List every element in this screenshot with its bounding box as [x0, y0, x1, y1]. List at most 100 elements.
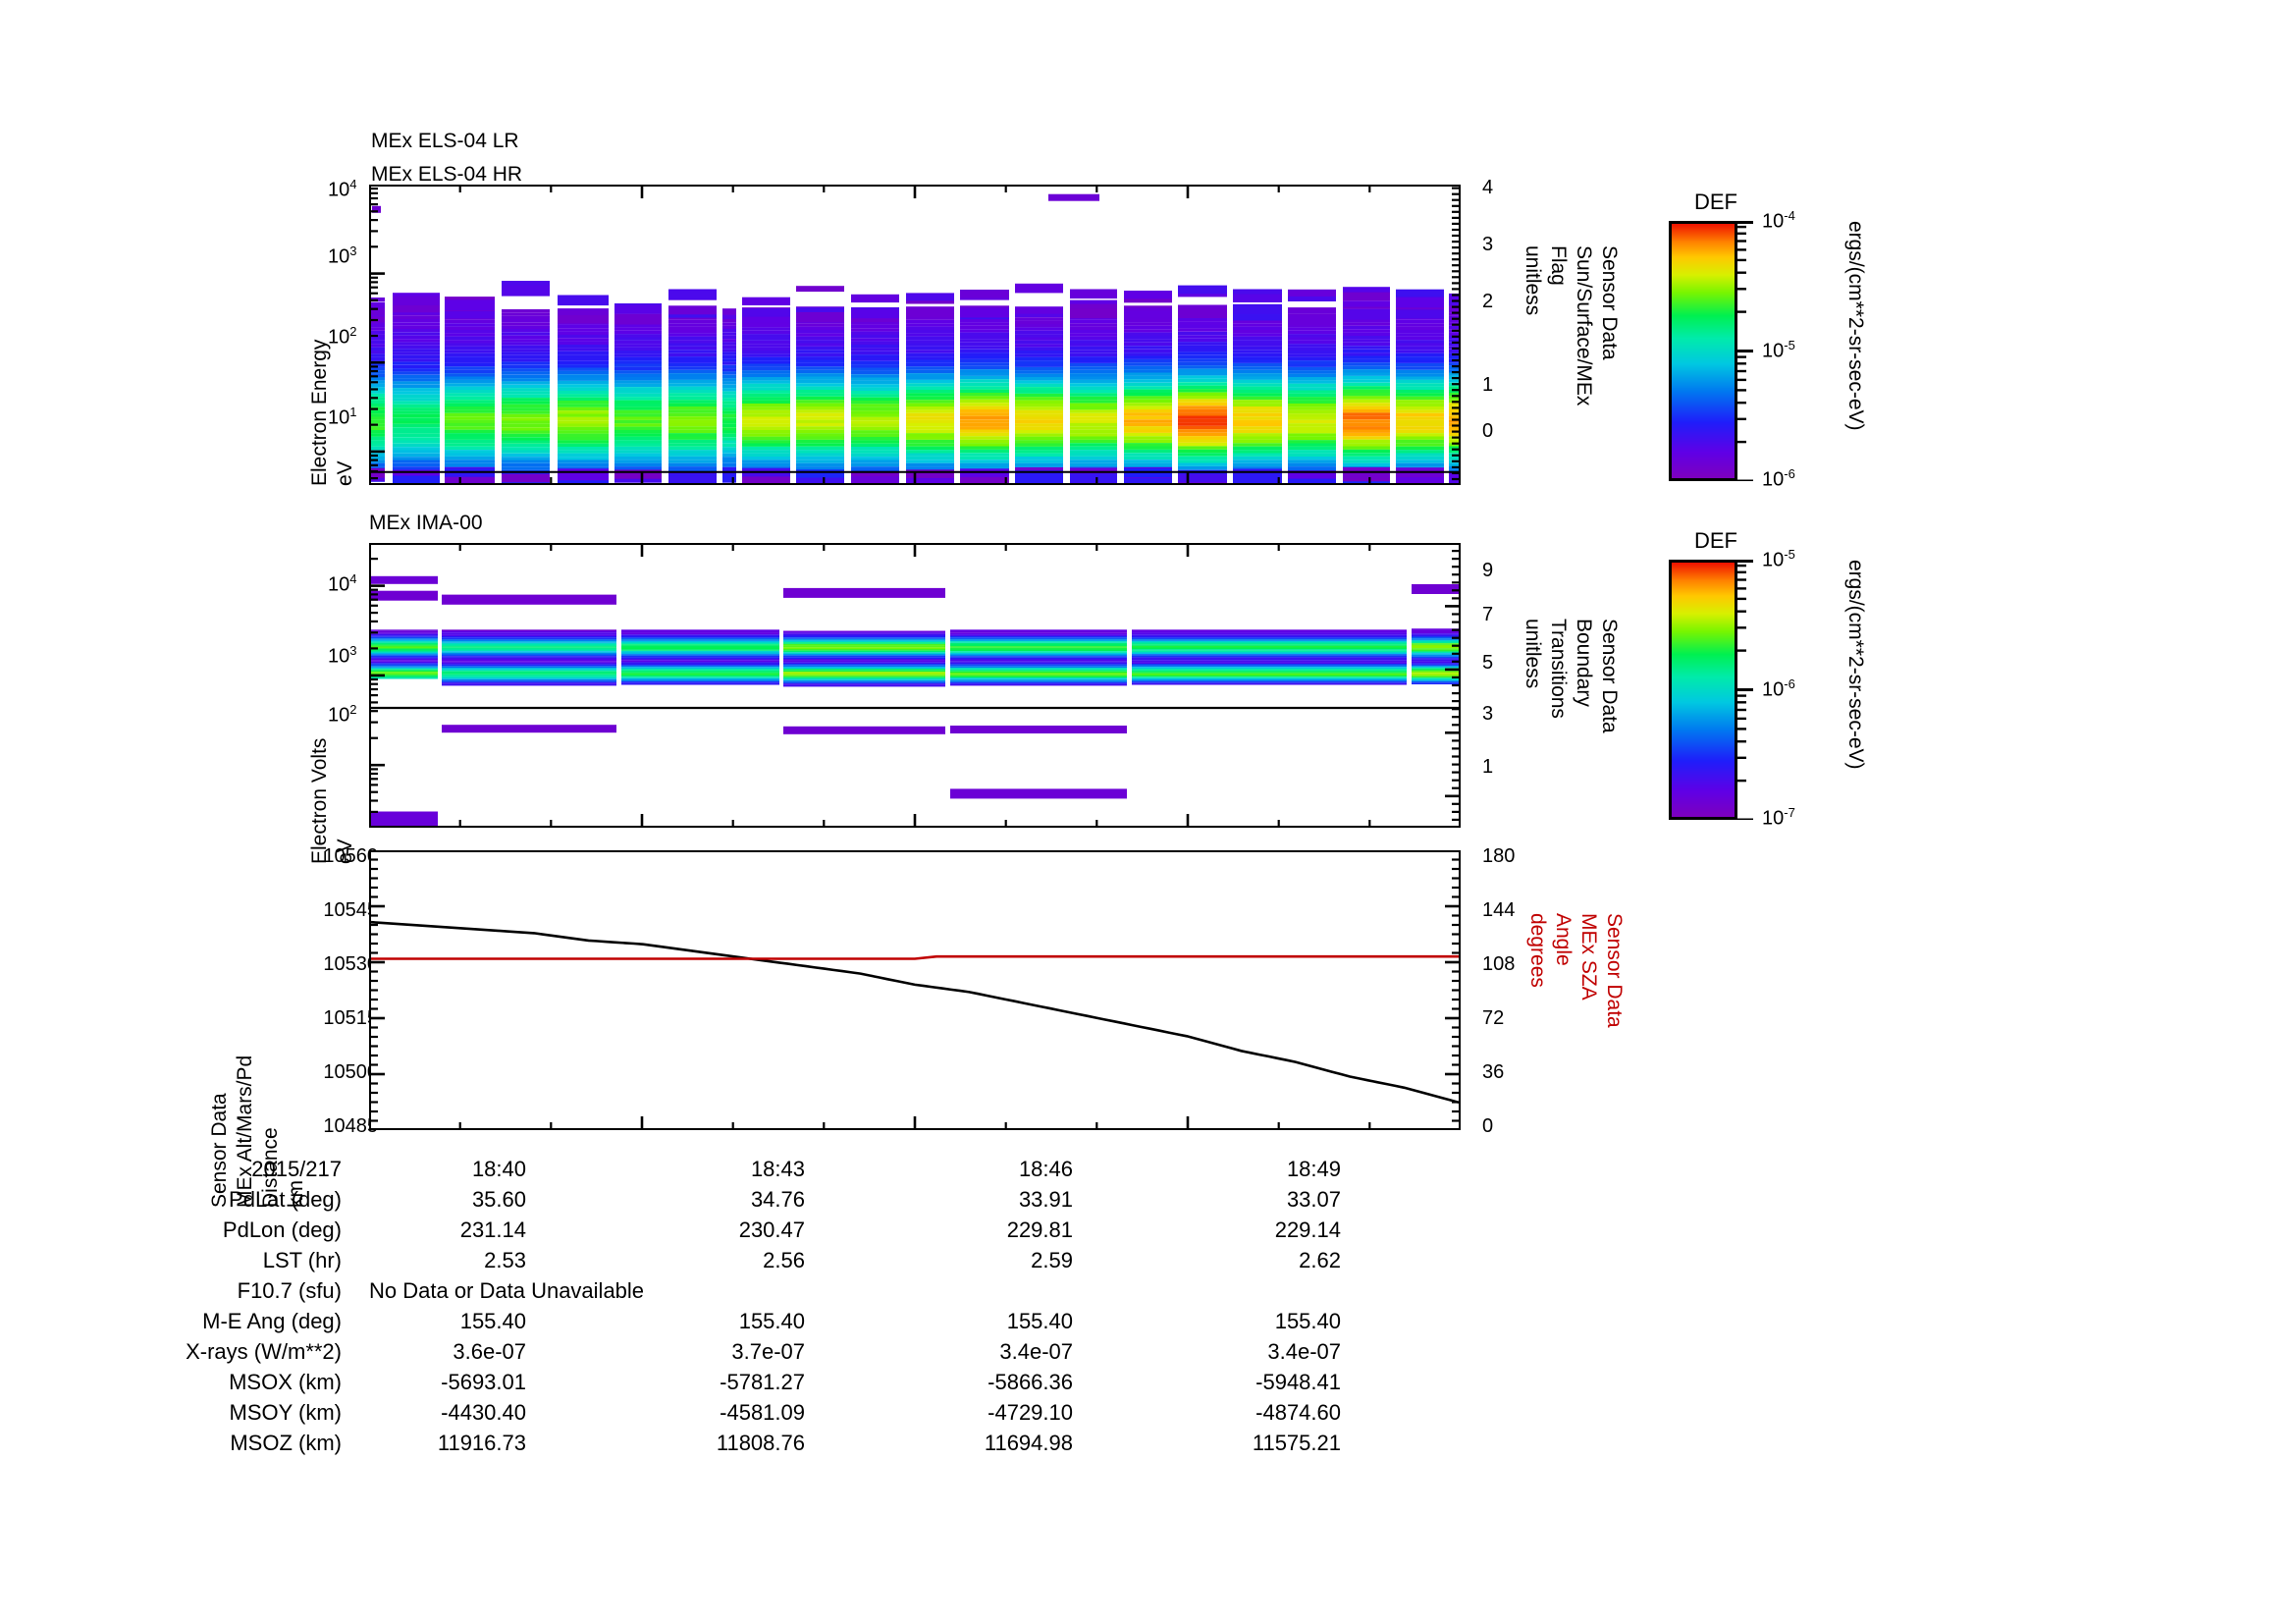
colorbar2 [1669, 560, 1737, 820]
panel3-rtick-108: 108 [1482, 953, 1516, 975]
panel1-rtick-0: 0 [1482, 420, 1494, 442]
panel3-ltick-10485: 10485 [323, 1115, 378, 1137]
panel2-plot-frame[interactable] [369, 543, 1461, 828]
panel3-plot-frame[interactable] [369, 850, 1461, 1130]
table-row-value: 229.81 [1006, 1217, 1073, 1242]
panel1-rtick-2: 2 [1482, 291, 1494, 312]
panel2-rtick-1: 1 [1482, 756, 1494, 778]
table-row-value: -4729.10 [988, 1400, 1073, 1425]
panel2-rtick-9: 9 [1482, 560, 1494, 581]
panel3-rtick-180: 180 [1482, 845, 1516, 867]
colorbar1-title: DEF [1694, 189, 1737, 214]
table-row-value: 3.4e-07 [1267, 1339, 1341, 1364]
colorbar2-unit-text: ergs/(cm**2-sr-sec-eV) [1844, 560, 1867, 770]
colorbar1-gradient [1672, 224, 1735, 478]
panel3-right-label-0: Sensor Data [1603, 913, 1626, 1028]
table-row-value: 3.7e-07 [731, 1339, 805, 1364]
panel1-rtick-4: 4 [1482, 177, 1494, 198]
panel1-right-label-3: unitless [1522, 245, 1544, 316]
table-row-value: -5866.36 [988, 1370, 1073, 1394]
table-row-value: 11694.98 [984, 1431, 1073, 1455]
panel3-ltick-10530: 10530 [323, 953, 378, 975]
panel1-plot-frame[interactable] [369, 185, 1461, 485]
table-row-value: 3.4e-07 [999, 1339, 1073, 1364]
table-row-value: 155.40 [1006, 1309, 1073, 1333]
table-row-value: -5948.41 [1255, 1370, 1341, 1394]
panel1-ylabel-line2: eV [334, 460, 356, 486]
panel1-right-label: Sensor Data Sun/Surface/MEx Flag unitles… [1522, 245, 1634, 481]
table-row-value: No Data or Data Unavailable [369, 1278, 645, 1303]
panel1-ytick-1: 101 [328, 405, 357, 429]
table-row-value: 2.53 [484, 1248, 526, 1272]
panel1-rtick-3: 3 [1482, 234, 1494, 255]
panel2-right-label-0: Sensor Data [1598, 619, 1621, 733]
panel2-axis-ticks [369, 543, 1461, 828]
panel2-right-label-1: Boundary [1573, 619, 1595, 707]
table-row-value: -4430.40 [441, 1400, 526, 1425]
table-row-value: 229.14 [1274, 1217, 1341, 1242]
panel2-rtick-3: 3 [1482, 703, 1494, 725]
panel1-ytick-4: 104 [328, 177, 357, 201]
table-row-label: MSOX (km) [229, 1370, 342, 1394]
panel2-spectrogram [371, 575, 1459, 826]
colorbar1-tick-bot: 10-6 [1762, 466, 1795, 491]
colorbar2-title: DEF [1694, 528, 1737, 553]
panel1-right-label-0: Sensor Data [1598, 245, 1621, 360]
colorbar1-tick-top: 10-4 [1762, 208, 1795, 233]
panel3-ltick-10545: 10545 [323, 899, 378, 921]
table-row-value: 11916.73 [437, 1431, 526, 1455]
colorbar2-tick-bot: 10-7 [1762, 805, 1795, 830]
panel2-rtick-5: 5 [1482, 652, 1494, 674]
panel3-rtick-0: 0 [1482, 1115, 1494, 1137]
panel3-rtick-144: 144 [1482, 899, 1516, 921]
panel2-rtick-7: 7 [1482, 604, 1494, 625]
table-row-value: 3.6e-07 [453, 1339, 526, 1364]
table-row-value: 33.07 [1286, 1187, 1341, 1212]
panel1-ylabel: Electron Energy eV [287, 191, 356, 486]
table-row-value: 34.76 [750, 1187, 805, 1212]
table-row-value: 155.40 [1274, 1309, 1341, 1333]
panel3-ltick-10500: 10500 [323, 1061, 378, 1083]
panel3-right-label: Sensor Data MEx SZA Angle degrees [1526, 913, 1649, 1188]
panel3-right-label-2: Angle [1552, 913, 1575, 966]
panel3-ltick-10560: 10560 [323, 845, 378, 867]
table-row-value: -5693.01 [441, 1370, 526, 1394]
panel1-right-label-2: Flag [1547, 245, 1570, 286]
table-row-value: -4874.60 [1255, 1400, 1341, 1425]
table-row-value: 11808.76 [716, 1431, 805, 1455]
table-row-value: 231.14 [459, 1217, 526, 1242]
panel3-left-label-1: MEx Alt/Mars/Pd [234, 1055, 256, 1208]
table-row-label: LST (hr) [262, 1248, 342, 1272]
colorbar2-tick-top: 10-5 [1762, 547, 1795, 571]
panel1-ytick-3: 103 [328, 243, 357, 268]
colorbar1-unit: ergs/(cm**2-sr-sec-eV) [1844, 221, 1885, 496]
colorbar2-tick-mid: 10-6 [1762, 676, 1795, 701]
panel2-right-label: Sensor Data Boundary Transitions unitles… [1522, 619, 1634, 854]
panel2-ylabel: Electron Volts eV [287, 589, 356, 864]
colorbar1 [1669, 221, 1737, 481]
table-row-value: 18:46 [1018, 1157, 1073, 1181]
panel2-right-label-3: unitless [1522, 619, 1544, 689]
colorbar1-ticks [1737, 221, 1753, 481]
panel2-title: MEx IMA-00 [369, 512, 483, 534]
panel1-title-lr: MEx ELS-04 LR [371, 130, 519, 152]
table-row-value: 33.91 [1018, 1187, 1073, 1212]
panel3-rtick-36: 36 [1482, 1061, 1505, 1083]
table-row-value: 11575.21 [1252, 1431, 1341, 1455]
panel3-axis-ticks [369, 850, 1461, 1130]
panel2-ytick-2: 102 [328, 702, 357, 727]
table-row-label: PdLon (deg) [222, 1217, 342, 1242]
colorbar1-tick-mid: 10-5 [1762, 338, 1795, 362]
panel3-right-label-1: MEx SZA [1577, 913, 1600, 1001]
table-row-value: 2.56 [763, 1248, 805, 1272]
panel1-rtick-1: 1 [1482, 374, 1494, 396]
colorbar1-unit-text: ergs/(cm**2-sr-sec-eV) [1844, 221, 1867, 431]
table-row-label: F10.7 (sfu) [237, 1278, 342, 1303]
colorbar2-gradient [1672, 563, 1735, 817]
table-row-value: 35.60 [471, 1187, 526, 1212]
panel1-axis-ticks [369, 185, 1461, 485]
table-row-label: M-E Ang (deg) [202, 1309, 342, 1333]
panel2-right-label-2: Transitions [1547, 619, 1570, 719]
table-row-value: 18:40 [471, 1157, 526, 1181]
table-row-value: 155.40 [459, 1309, 526, 1333]
